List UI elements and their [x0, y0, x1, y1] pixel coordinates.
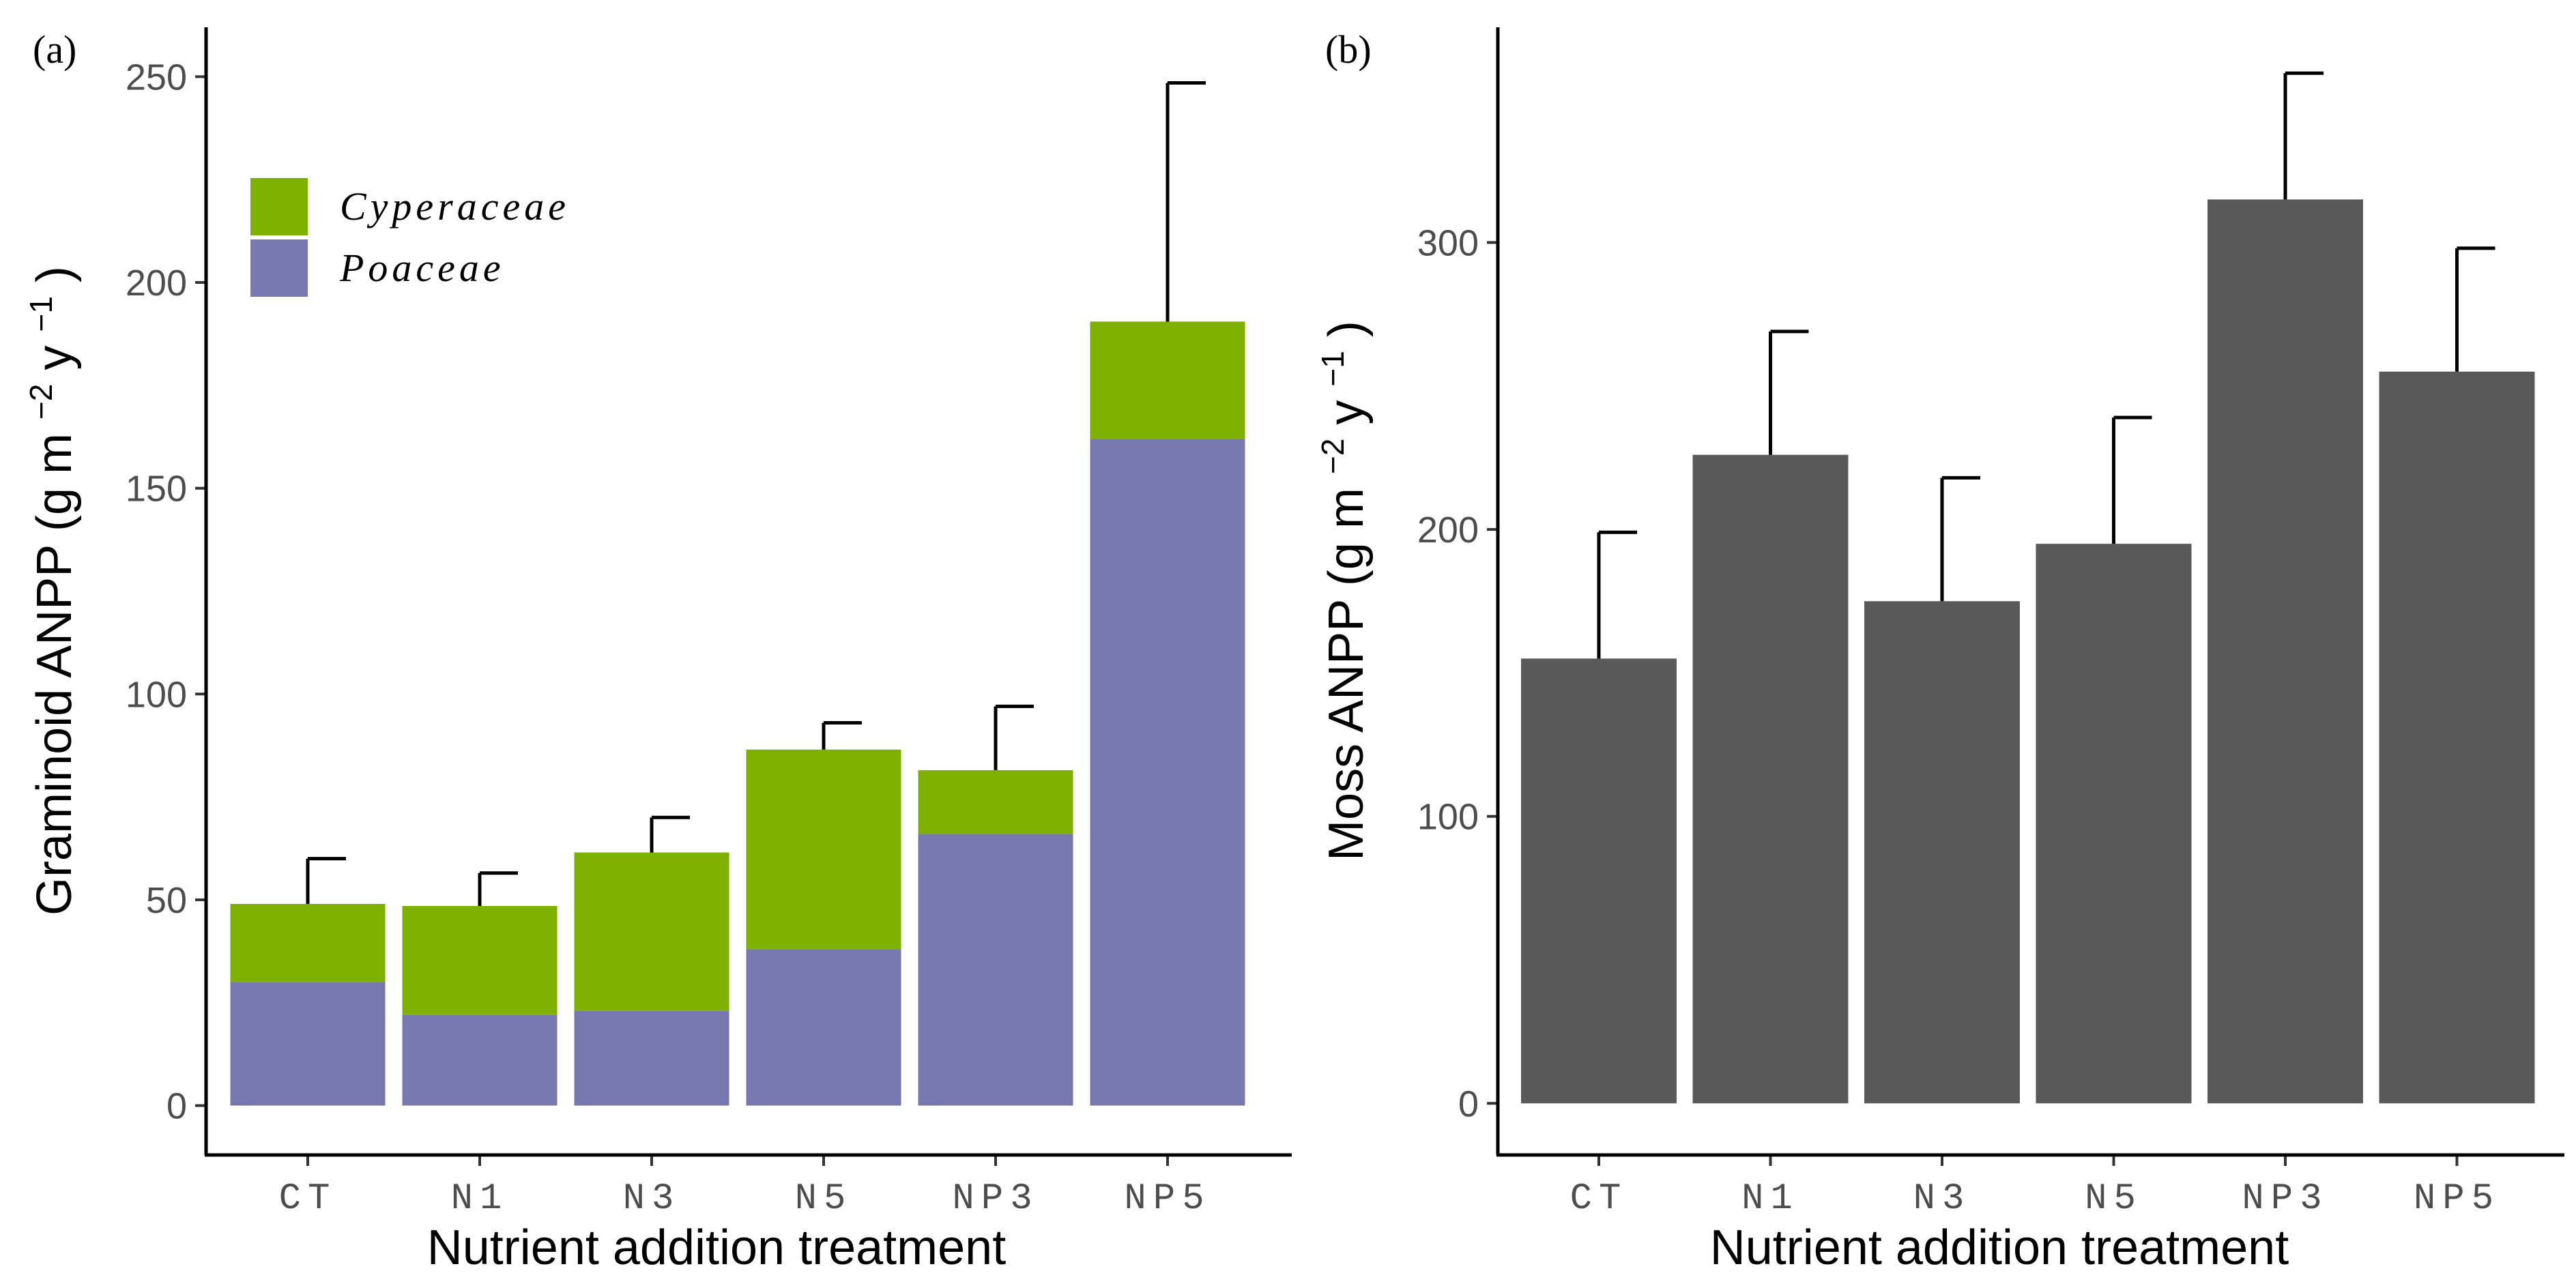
bar-moss-n1 [1692, 454, 1849, 1104]
panel-b-x-axis-title: Nutrient addition treatment [1710, 1220, 2289, 1275]
y-tick-label-100: 100 [1417, 797, 1479, 838]
bar-moss-ct [1521, 658, 1677, 1104]
x-tick-label-n3: N3 [623, 1178, 681, 1220]
bar-cyperaceae-n5 [746, 749, 901, 950]
error-bar-n1 [478, 871, 518, 907]
error-bar-np3 [994, 704, 1034, 770]
error-bar-n5 [822, 721, 862, 750]
y-tick-label-0: 0 [1458, 1083, 1479, 1124]
x-tick-label-ct: CT [279, 1178, 337, 1220]
x-tick-label-n5: N5 [2085, 1178, 2143, 1220]
panel-b-y-ticks: 0 100 200 300 [1417, 222, 1498, 1124]
bar-moss-n3 [1864, 601, 2020, 1104]
x-tick-label-n5: N5 [795, 1178, 853, 1220]
panel-b-bars [1521, 199, 2535, 1104]
x-tick-label-n1: N1 [451, 1178, 509, 1220]
panel-a-y-axis-title: Graminoid ANPP (g m −2 y −1 ) [8, 266, 82, 916]
panel-b-y-axis-title-mid: y [1319, 400, 1374, 425]
y-tick-label-250: 250 [126, 57, 187, 98]
panel-a-y-axis-title-exp2: −1 [23, 296, 59, 332]
x-tick-label-n3: N3 [1913, 1178, 1971, 1220]
y-tick-label-0: 0 [167, 1086, 187, 1127]
legend-label-cyperaceae: Cyperaceae [340, 184, 570, 229]
panel-a-error-bars [306, 80, 1206, 907]
bar-poaceae-ct [230, 982, 386, 1106]
panel-b-y-axis-title-main: Moss ANPP (g m [1319, 488, 1374, 861]
legend-swatch-cyperaceae [250, 178, 308, 235]
error-bar-np5 [1166, 80, 1206, 322]
panel-a-label: (a) [33, 27, 76, 72]
error-bar-np3 [2283, 71, 2324, 200]
x-tick-label-np5: NP5 [1124, 1178, 1211, 1220]
bar-poaceae-n3 [574, 1010, 729, 1106]
x-tick-label-ct: CT [1570, 1178, 1628, 1220]
bar-poaceae-np5 [1090, 439, 1245, 1106]
panel-b-error-bars [1597, 71, 2495, 659]
y-tick-label-200: 200 [1417, 510, 1479, 551]
legend-swatch-poaceae [250, 239, 308, 297]
y-tick-label-150: 150 [126, 469, 187, 510]
bar-poaceae-np3 [918, 834, 1073, 1106]
panel-a-y-ticks: 0 50 100 150 200 250 [126, 57, 206, 1127]
panel-b-y-axis-title-exp1: −2 [1315, 439, 1350, 474]
error-bar-np5 [2455, 246, 2495, 372]
y-tick-label-100: 100 [126, 674, 187, 715]
bar-poaceae-n5 [746, 949, 901, 1106]
panel-a-y-axis-title-exp1: −2 [23, 384, 59, 420]
panel-a-y-axis-title-end: ) [27, 266, 82, 282]
panel-b: (b) 0 100 200 300 CT N1 N3 N5 NP3 NP5 Nutrient a… [1300, 27, 2564, 1275]
x-tick-label-np3: NP3 [952, 1178, 1039, 1220]
panel-a-y-axis-title-main: Graminoid ANPP (g m [27, 433, 82, 916]
error-bar-ct [306, 857, 346, 904]
bar-cyperaceae-n3 [574, 852, 729, 1011]
error-bar-n3 [650, 815, 690, 853]
panel-b-x-ticks: CT N1 N3 N5 NP3 NP5 [1570, 1155, 2500, 1220]
panel-b-label: (b) [1325, 27, 1372, 72]
panel-a-x-axis-title: Nutrient addition treatment [427, 1220, 1006, 1275]
bar-cyperaceae-np5 [1090, 321, 1245, 439]
bar-moss-np3 [2208, 199, 2363, 1104]
panel-a-x-ticks: CT N1 N3 N5 NP3 NP5 [279, 1155, 1211, 1220]
panel-b-y-axis-title: Moss ANPP (g m −2 y −1 ) [1300, 321, 1374, 861]
y-tick-label-300: 300 [1417, 222, 1479, 263]
error-bar-ct [1597, 530, 1637, 659]
panel-a: (a) 0 50 100 150 200 250 CT N1 N3 N5 NP3 NP5 Cyper… [8, 27, 1292, 1275]
bar-moss-np5 [2379, 371, 2535, 1104]
error-bar-n5 [2112, 415, 2152, 544]
panel-a-y-axis-title-mid: y [27, 346, 82, 370]
legend-label-poaceae: Poaceae [339, 246, 505, 290]
bar-moss-n5 [2036, 544, 2192, 1104]
y-tick-label-200: 200 [126, 263, 187, 304]
panel-b-y-axis-title-end: ) [1319, 321, 1374, 337]
x-tick-label-np5: NP5 [2414, 1178, 2500, 1220]
bar-cyperaceae-np3 [918, 770, 1073, 834]
error-bar-n1 [1769, 330, 1809, 455]
bar-cyperaceae-ct [230, 903, 386, 982]
bar-poaceae-n1 [402, 1014, 558, 1106]
panel-b-y-axis-title-exp2: −1 [1315, 351, 1350, 386]
bar-cyperaceae-n1 [402, 906, 558, 1015]
x-tick-label-np3: NP3 [2242, 1178, 2328, 1220]
panel-a-bars [230, 321, 1245, 1106]
y-tick-label-50: 50 [146, 880, 187, 921]
error-bar-n3 [1940, 475, 1980, 602]
x-tick-label-n1: N1 [1741, 1178, 1799, 1220]
panel-a-legend: Cyperaceae Poaceae [250, 178, 570, 297]
